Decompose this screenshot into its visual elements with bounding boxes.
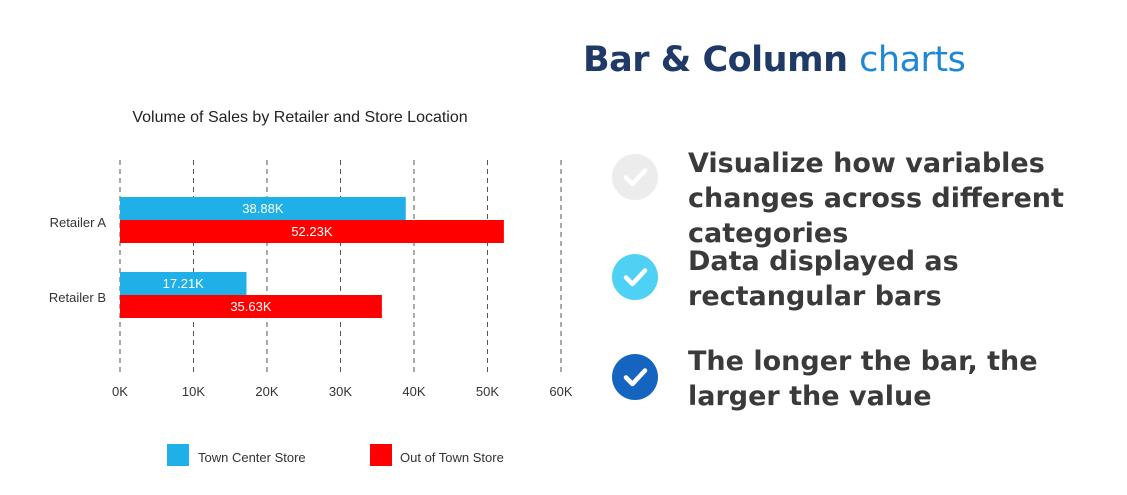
bar	[120, 272, 247, 295]
x-axis-ticks: 0K 10K 20K 30K 40K 50K 60K	[112, 384, 573, 399]
category-labels: Retailer A Retailer B	[49, 215, 106, 305]
category-label: Retailer B	[49, 290, 106, 305]
x-tick-label: 50K	[476, 384, 499, 399]
bar	[120, 197, 406, 220]
x-tick-label: 30K	[329, 384, 352, 399]
check-circle-icon	[612, 154, 658, 200]
bars	[120, 197, 504, 318]
x-tick-label: 40K	[402, 384, 425, 399]
legend-swatch	[370, 444, 392, 466]
slide-heading: Bar & Column charts	[583, 40, 966, 80]
check-circle-icon	[612, 254, 658, 300]
bar	[120, 295, 382, 318]
x-tick-label: 60K	[549, 384, 572, 399]
legend-label: Out of Town Store	[400, 450, 504, 465]
bullet-text: Visualize how variables changes across d…	[688, 148, 1064, 249]
bar-data-label: 35.63K	[230, 299, 272, 314]
grid-lines	[119, 160, 562, 372]
x-tick-label: 10K	[182, 384, 205, 399]
category-label: Retailer A	[50, 215, 107, 230]
legend-label: Town Center Store	[198, 450, 306, 465]
bar-data-label: 52.23K	[291, 224, 333, 239]
x-tick-label: 20K	[255, 384, 278, 399]
bar-data-label: 17.21K	[163, 276, 205, 291]
bar	[120, 220, 504, 243]
bar-data-label: 38.88K	[242, 201, 284, 216]
x-tick-label: 0K	[112, 384, 128, 399]
legend: Town Center Store Out of Town Store	[167, 444, 504, 466]
bar-chart: Volume of Sales by Retailer and Store Lo…	[49, 109, 573, 466]
heading-bold: Bar & Column	[583, 40, 848, 80]
data-labels: 38.88K 52.23K 17.21K 35.63K	[163, 201, 333, 314]
check-circle-icon	[612, 354, 658, 400]
bullet-text: Data displayed as rectangular bars	[688, 246, 959, 312]
chart-title: Volume of Sales by Retailer and Store Lo…	[132, 109, 467, 126]
legend-swatch	[167, 444, 189, 466]
bullet-text: The longer the bar, the larger the value	[688, 346, 1038, 412]
heading-accent: charts	[859, 40, 966, 80]
